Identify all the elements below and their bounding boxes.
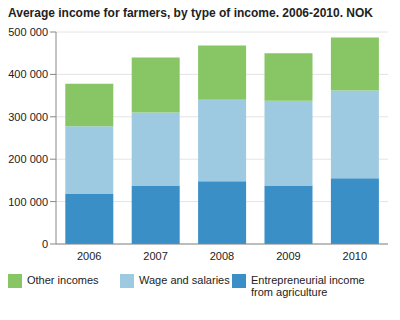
svg-text:500 000: 500 000 xyxy=(8,26,48,38)
svg-text:300 000: 300 000 xyxy=(8,111,48,123)
svg-text:100 000: 100 000 xyxy=(8,196,48,208)
svg-text:2009: 2009 xyxy=(276,250,300,262)
svg-text:200 000: 200 000 xyxy=(8,153,48,165)
html-text:Average income for farmers, by: Average income for farmers, by type of i… xyxy=(8,6,373,20)
svg-text:0: 0 xyxy=(42,238,48,250)
svg-text:2008: 2008 xyxy=(210,250,234,262)
svg-text:2010: 2010 xyxy=(343,250,367,262)
html-text:Wage and salaries: Wage and salaries xyxy=(139,274,230,286)
svg-text:2006: 2006 xyxy=(77,250,101,262)
html-text:Other incomes: Other incomes xyxy=(27,274,99,286)
html-text:Entrepreneurial income from ag: Entrepreneurial income from agriculture xyxy=(251,274,365,298)
svg-text:400 000: 400 000 xyxy=(8,68,48,80)
svg-text:2007: 2007 xyxy=(143,250,167,262)
